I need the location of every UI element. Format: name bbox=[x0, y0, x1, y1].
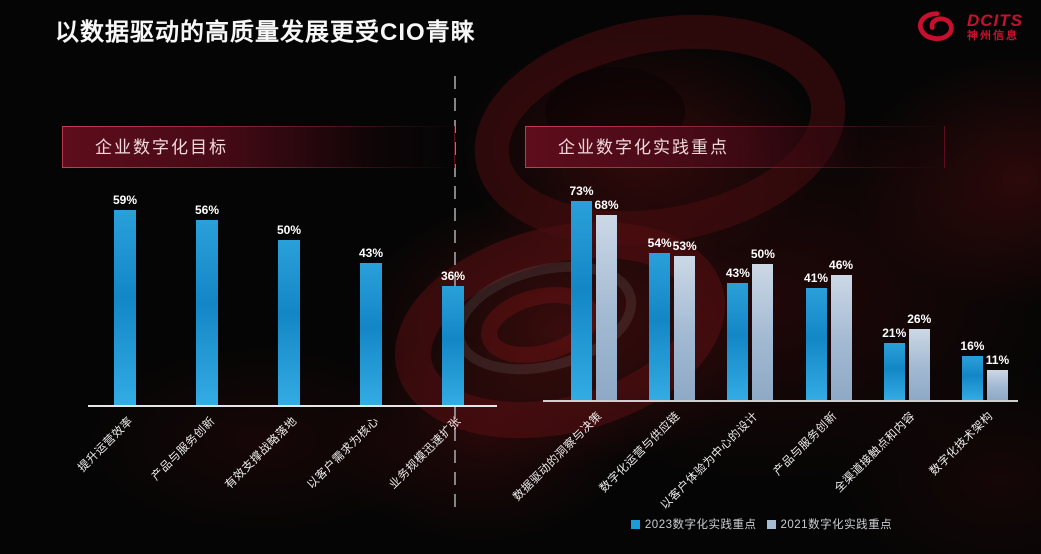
company-logo: DCITS 神州信息 bbox=[914, 8, 1023, 46]
bar-group: 73% 68% 数据驱动的洞察与决策 bbox=[511, 184, 619, 504]
value-label: 41% bbox=[804, 271, 829, 285]
value-label: 43% bbox=[725, 266, 750, 280]
value-label: 50% bbox=[276, 223, 302, 237]
chart-goals: 59% 提升运营效率 56% 产品与服务创新 50% 有效支撑战略落地 43% 以客户需求为核… bbox=[76, 130, 497, 492]
value-label: 54% bbox=[647, 236, 672, 250]
section-header-goals: 企业数字化目标 bbox=[62, 126, 455, 168]
legend-swatch-icon bbox=[766, 519, 776, 529]
bar-series-1: 59% bbox=[113, 193, 137, 405]
bar-group: 41% 46% 产品与服务创新 bbox=[771, 258, 854, 479]
bar-series-2: 11% bbox=[986, 353, 1009, 400]
bar-group: 21% 26% 全渠道接触点和内容 bbox=[832, 312, 932, 495]
bar-series-2: 26% bbox=[907, 312, 931, 400]
value-label: 26% bbox=[907, 312, 932, 326]
value-label: 59% bbox=[112, 193, 138, 207]
legend-item: 2021数字化实践重点 bbox=[766, 516, 893, 532]
bar-group: 56% 产品与服务创新 bbox=[149, 203, 220, 484]
bar-group: 16% 11% 数字化技术架构 bbox=[927, 339, 1010, 479]
bar-series-1: 21% bbox=[882, 326, 906, 400]
bar-series-1: 56% bbox=[195, 203, 219, 405]
value-label: 36% bbox=[440, 269, 466, 283]
bar-group: 50% 有效支撑战略落地 bbox=[223, 223, 302, 492]
bar-series-1: 36% bbox=[441, 269, 465, 405]
value-label: 68% bbox=[594, 198, 619, 212]
bar-group: 54% 53% 数字化运营与供应链 bbox=[597, 236, 697, 495]
bar-series-1: 54% bbox=[648, 236, 672, 400]
legend-label: 2021数字化实践重点 bbox=[780, 519, 893, 531]
logo-brand: DCITS bbox=[967, 10, 1023, 30]
value-label: 11% bbox=[985, 353, 1010, 367]
chart-legend: 2023数字化实践重点 2021数字化实践重点 bbox=[543, 516, 980, 532]
section-header-practice: 企业数字化实践重点 bbox=[525, 126, 945, 168]
bar-series-1: 43% bbox=[726, 266, 750, 400]
bar-series-1: 16% bbox=[960, 339, 984, 400]
bar-series-1: 50% bbox=[277, 223, 301, 405]
value-label: 53% bbox=[672, 239, 697, 253]
value-label: 21% bbox=[882, 326, 907, 340]
value-label: 73% bbox=[569, 184, 594, 198]
swirl-logo-icon bbox=[917, 11, 954, 41]
bar-series-2: 50% bbox=[751, 247, 775, 400]
bar-series-1: 73% bbox=[569, 184, 594, 400]
bar-series-2: 68% bbox=[594, 198, 619, 400]
bar-group: 36% 业务规模迅速扩张 bbox=[387, 269, 466, 492]
value-label: 43% bbox=[358, 246, 384, 260]
value-label: 16% bbox=[960, 339, 985, 353]
logo-company: 神州信息 bbox=[967, 30, 1019, 43]
legend-item: 2023数字化实践重点 bbox=[630, 516, 757, 532]
bar-group: 43% 以客户需求为核心 bbox=[305, 246, 384, 492]
bar-series-2: 46% bbox=[829, 258, 853, 400]
value-label: 50% bbox=[750, 247, 775, 261]
chart-practice: 73% 68% 数据驱动的洞察与决策 54% 53% 数字化运营与供应链 43% 50% 以客户… bbox=[511, 160, 1018, 512]
bar-series-1: 43% bbox=[359, 246, 383, 405]
logo-text: DCITS 神州信息 bbox=[967, 10, 1023, 43]
value-label: 46% bbox=[829, 258, 854, 272]
bar-series-1: 41% bbox=[804, 271, 828, 400]
bar-series-2: 53% bbox=[673, 239, 697, 400]
bar-group: 59% 提升运营效率 bbox=[76, 193, 138, 475]
value-label: 56% bbox=[194, 203, 220, 217]
bar-group: 43% 50% 以客户体验为中心的设计 bbox=[659, 247, 775, 512]
legend-swatch-icon bbox=[630, 519, 640, 529]
legend-label: 2023数字化实践重点 bbox=[644, 519, 757, 531]
page-title: 以数据驱动的高质量发展更受CIO青睐 bbox=[55, 19, 476, 46]
